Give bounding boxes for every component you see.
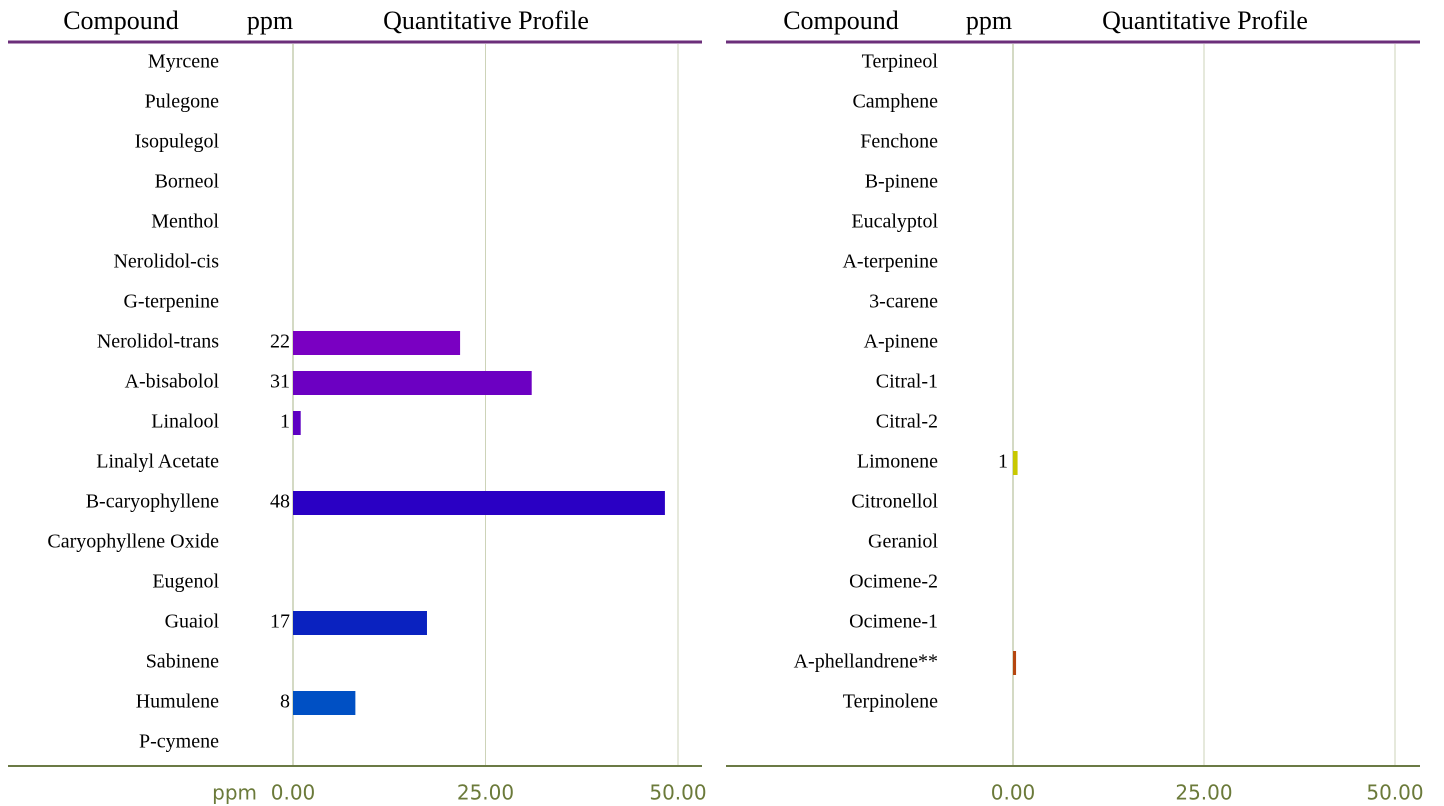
compound-label: Nerolidol-cis (113, 251, 219, 273)
compound-label: Guaiol (165, 611, 220, 633)
compound-label: Caryophyllene Oxide (47, 531, 219, 553)
bar (293, 491, 665, 515)
compound-label: Humulene (136, 691, 219, 713)
compound-label: Isopulegol (135, 131, 220, 153)
compound-label: A-phellandrene** (794, 651, 938, 673)
compound-label: Citronellol (851, 491, 938, 513)
x-tick-label: 50.00 (1366, 781, 1423, 805)
x-tick-label: 25.00 (457, 781, 514, 805)
column-header: Compound (783, 6, 899, 35)
compound-label: Menthol (151, 211, 219, 233)
bar (293, 331, 461, 355)
compound-label: Fenchone (860, 131, 938, 153)
compound-label: Eucalyptol (851, 211, 938, 233)
compound-label: Eugenol (152, 571, 219, 593)
compound-label: A-bisabolol (125, 371, 220, 393)
value-label: 22 (270, 331, 290, 353)
value-label: 48 (270, 491, 290, 513)
compound-label: A-pinene (864, 331, 939, 353)
compound-label: Linalyl Acetate (96, 451, 219, 473)
compound-label: Citral-2 (876, 411, 938, 433)
column-header: Quantitative Profile (1102, 6, 1308, 35)
column-header: ppm (247, 6, 293, 35)
compound-label: Nerolidol-trans (97, 331, 219, 353)
compound-label: Myrcene (148, 51, 219, 73)
column-header: ppm (966, 6, 1012, 35)
compound-label: B-caryophyllene (86, 491, 219, 513)
bar (293, 371, 532, 395)
compound-label: Camphene (852, 91, 938, 113)
value-label: 1 (998, 451, 1008, 473)
compound-label: 3-carene (869, 291, 938, 313)
compound-label: Sabinene (146, 651, 219, 673)
bar (1013, 651, 1017, 675)
compound-label: Limonene (857, 451, 938, 473)
bar (293, 411, 301, 435)
compound-label: Geraniol (868, 531, 938, 553)
compound-label: Terpinolene (843, 691, 938, 713)
compound-label: Linalool (151, 411, 219, 433)
value-label: 17 (270, 611, 290, 633)
compound-label: Pulegone (145, 91, 220, 113)
column-header: Compound (63, 6, 179, 35)
compound-label: Terpineol (862, 51, 939, 73)
x-tick-label: 0.00 (991, 781, 1036, 805)
compound-label: Citral-1 (876, 371, 938, 393)
compound-label: Borneol (155, 171, 220, 193)
value-label: 8 (280, 691, 290, 713)
x-axis-label: ppm (212, 781, 257, 805)
compound-label: A-terpenine (842, 251, 938, 273)
compound-label: Ocimene-1 (849, 611, 938, 633)
bar (293, 691, 356, 715)
x-tick-label: 25.00 (1175, 781, 1232, 805)
bar (293, 611, 427, 635)
compound-label: G-terpenine (123, 291, 219, 313)
bar (1013, 451, 1018, 475)
compound-label: Ocimene-2 (849, 571, 938, 593)
value-label: 31 (270, 371, 290, 393)
x-tick-label: 50.00 (649, 781, 706, 805)
compound-label: P-cymene (139, 731, 219, 753)
compound-label: B-pinene (865, 171, 938, 193)
column-header: Quantitative Profile (383, 6, 589, 35)
x-tick-label: 0.00 (271, 781, 316, 805)
value-label: 1 (280, 411, 290, 433)
